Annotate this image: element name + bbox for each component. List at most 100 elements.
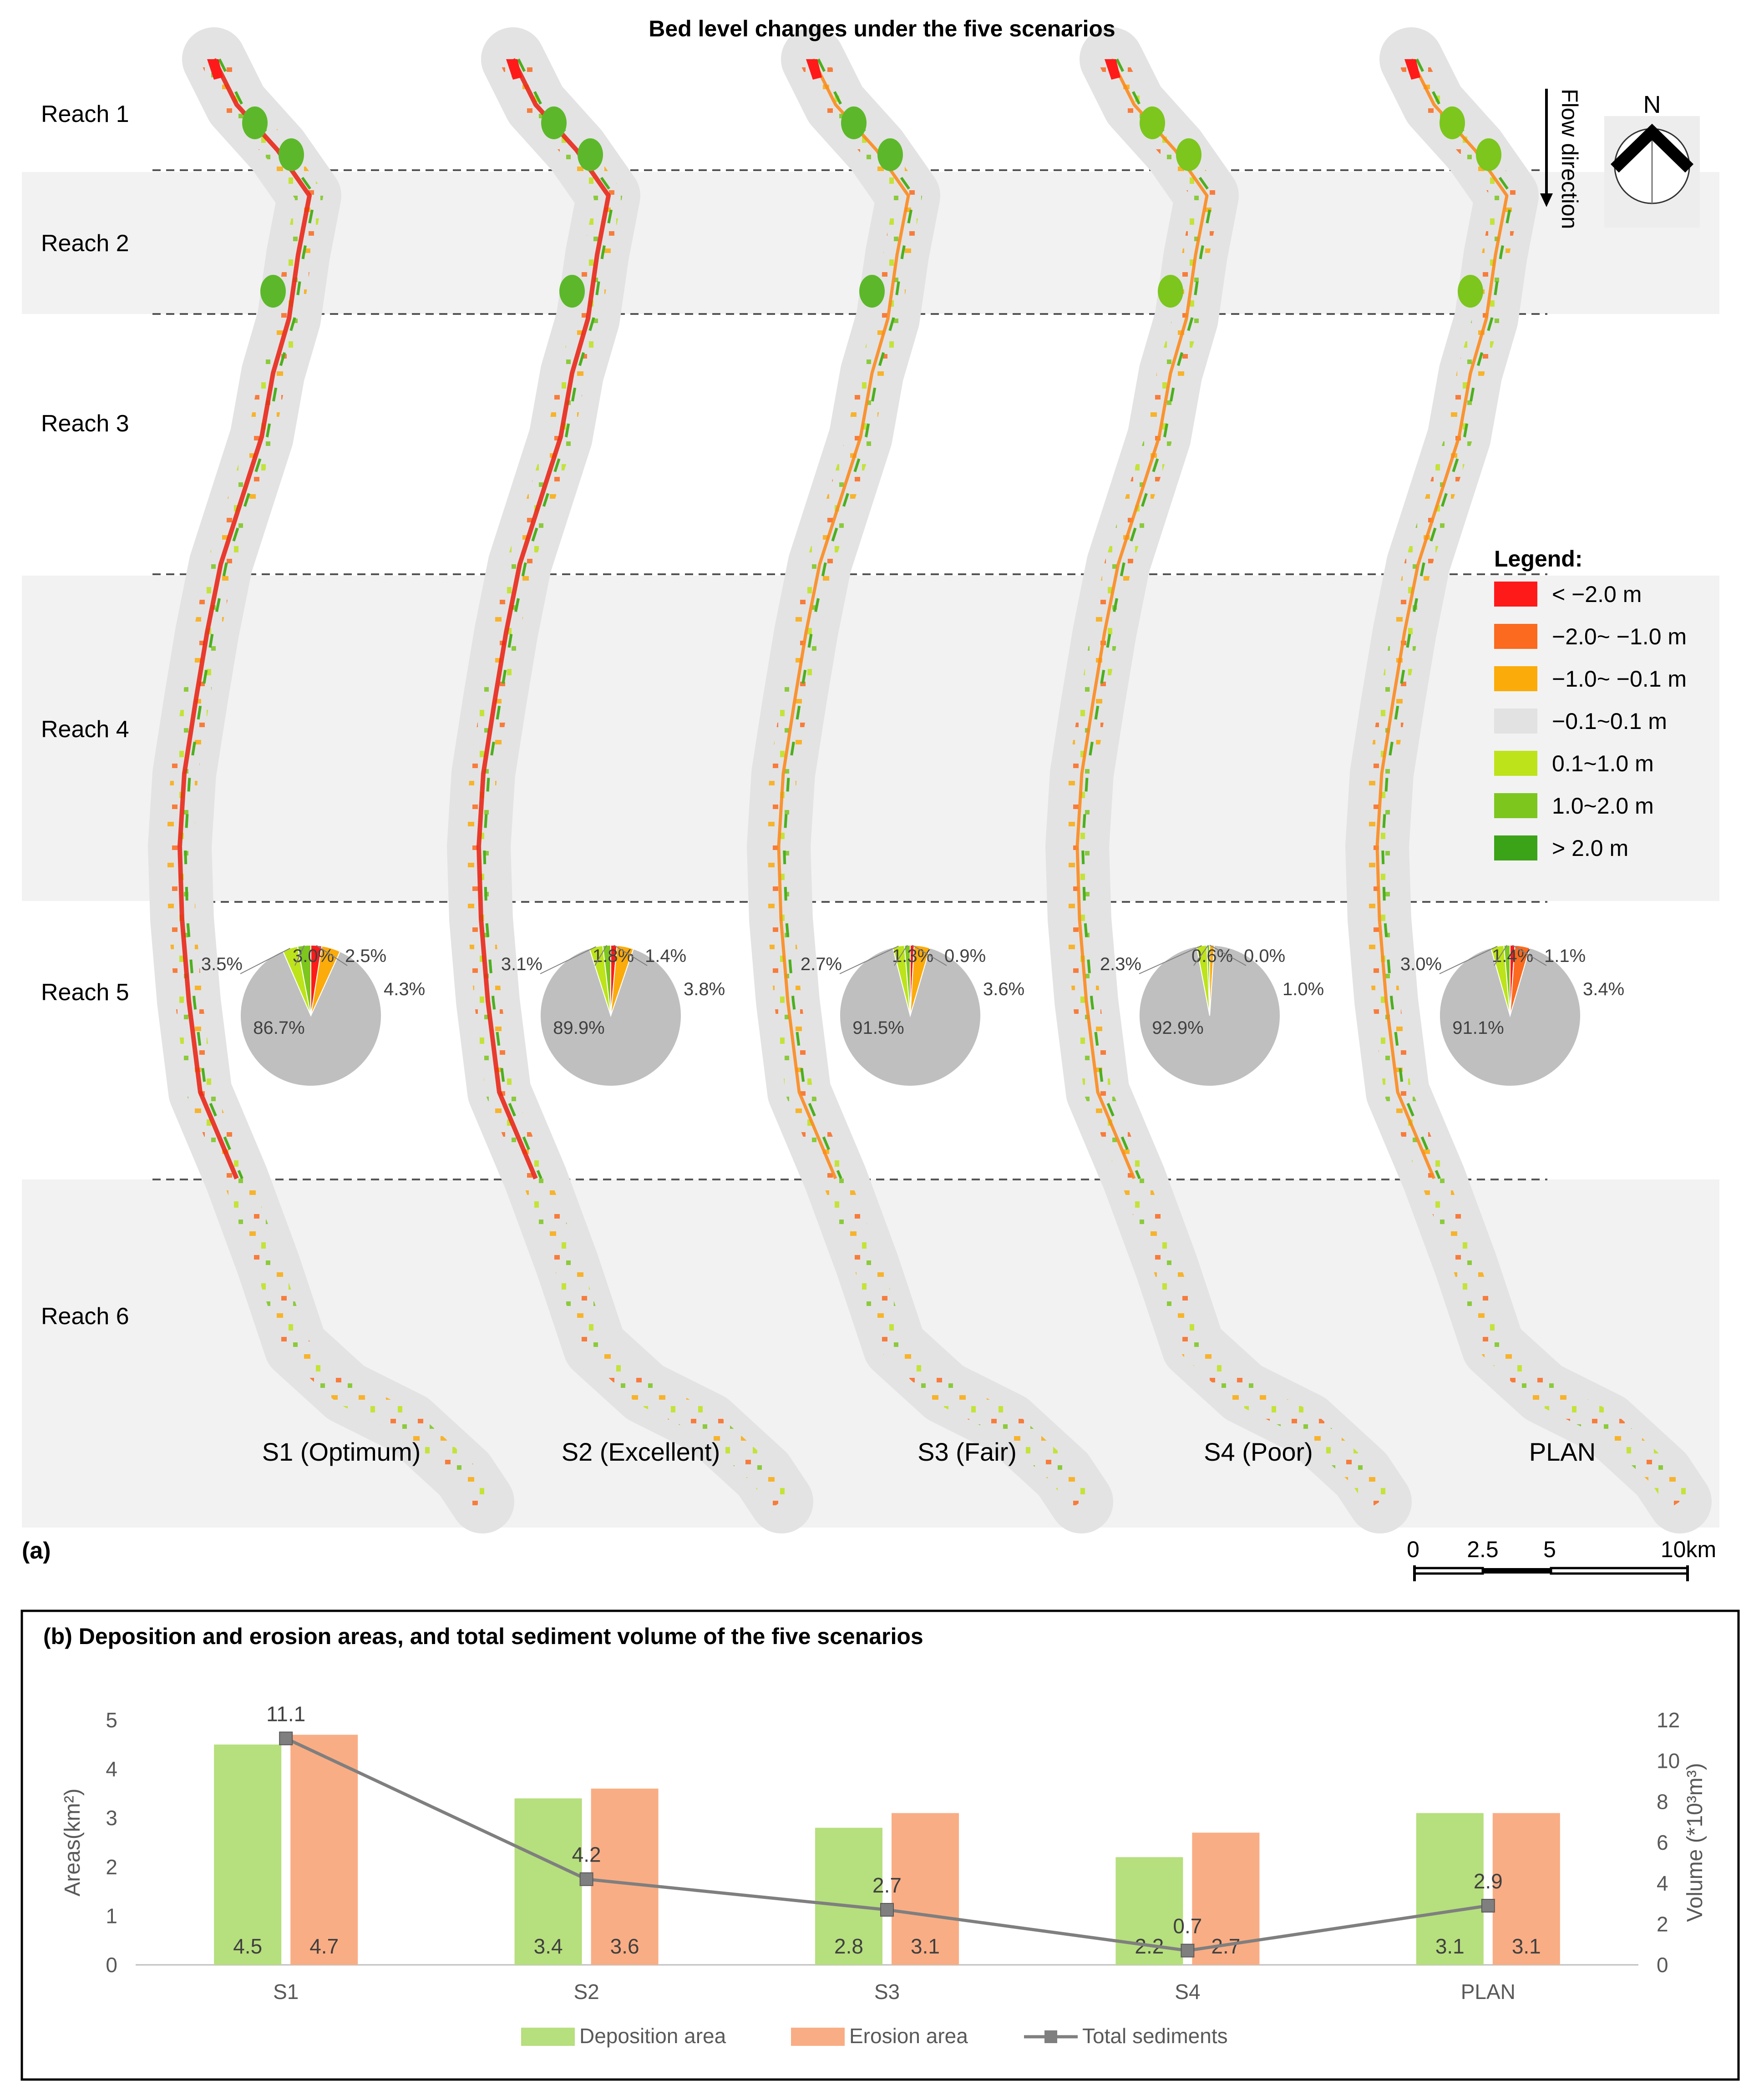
river-source [1404,59,1420,80]
panel-b-title: (b) Deposition and erosion areas, and to… [43,1624,923,1649]
legend-swatch [1494,582,1537,607]
pie-data-label: 86.7% [253,1018,304,1038]
river-map [1345,27,1712,1533]
scale-label: 10km [1661,1537,1716,1562]
pie-data-label: 3.6% [983,979,1024,999]
legend-swatch [1494,793,1537,818]
river-map [747,27,1113,1533]
river-deposit-blob [1458,275,1483,308]
erosion-bar [1492,1813,1560,1965]
sediment-data-label: 2.7 [872,1873,902,1897]
river-channel [777,58,910,1179]
legend-label: Erosion area [849,2024,968,2048]
scale-bar: 0 2.5 5 10km [1407,1537,1716,1581]
pie-data-label: 3.8% [684,979,725,999]
scenario-label: S4 (Poor) [1204,1437,1313,1466]
sediment-marker [579,1872,593,1886]
reach-label: Reach 6 [41,1303,129,1330]
bar-data-label: 3.1 [911,1934,940,1958]
legend-swatch [1494,751,1537,776]
pie-leader-line [1209,945,1247,966]
scale-label: 2.5 [1467,1537,1499,1562]
river-deposit-blob [859,275,885,308]
river-deposit-blob [1476,138,1501,171]
bar-data-label: 3.1 [1512,1934,1541,1958]
pie-leader-line [294,945,305,966]
sediment-data-label: 4.2 [572,1843,601,1867]
scenario-label: S3 (Fair) [917,1437,1017,1466]
pie-charts: 3.5% 3.0% 2.5% 4.3% 86.7% 3.1% 1.8% 1.4% 3.8% 89.… [201,944,1624,1087]
pie-leader-line [594,945,608,966]
pie-leader-line [839,946,899,974]
legend-label: Total sediments [1082,2024,1228,2048]
river-source [207,59,223,80]
legend-label: Deposition area [579,2024,726,2048]
scale-label: 0 [1407,1537,1419,1562]
pie-leader-line [912,945,947,966]
reach-label: Reach 1 [41,101,129,127]
pie-leader-line [540,946,597,974]
pie-slice [1139,945,1281,1087]
reach-label: Reach 2 [41,230,129,257]
flow-direction: Flow direction [1540,89,1582,229]
legend-swatch [1494,708,1537,734]
river-deposit-blob [242,106,268,139]
river-source [806,59,822,80]
river-deposition [782,58,916,1179]
pie-data-label: 2.5% [345,946,386,966]
pie-data-label: 3.1% [501,954,542,974]
river-deposit-blob [1440,106,1465,139]
legend-marker [1044,2030,1057,2043]
pie-data-label: 3.0% [1400,954,1442,974]
legend-swatch [1494,666,1537,691]
pie-data-label: 3.4% [1583,979,1624,999]
scenario-label: S1 (Optimum) [262,1437,421,1466]
y-tick-label: 5 [106,1708,117,1732]
north-arrow-icon: N [1604,91,1700,228]
river-deposit-blob [841,106,867,139]
pie-data-label: 4.3% [384,979,425,999]
legend-label: > 2.0 m [1552,835,1628,861]
sediment-data-label: 0.7 [1173,1914,1202,1938]
reach-label: Reach 3 [41,410,129,437]
river-map [1045,27,1412,1533]
sediment-marker [880,1903,894,1917]
bar-data-label: 4.5 [233,1934,262,1958]
river-channel [1075,58,1209,1179]
pie-slice [240,950,382,1087]
erosion-bar [892,1813,959,1965]
pie-leader-line [1512,945,1547,966]
reach-label: Reach 5 [41,979,129,1006]
y-tick-label: 2 [106,1855,117,1879]
pie-chart: 3.5% 3.0% 2.5%4.3%86.7% [201,944,425,1087]
y-axis-label: Areas(km²) [61,1788,85,1896]
pie-chart: 2.3% 0.6% 0.0% 1.0% 92.9% [1100,944,1324,1087]
bar-data-label: 3.4 [534,1934,563,1958]
sediment-marker [1181,1943,1195,1958]
y-right-tick-label: 2 [1657,1912,1668,1936]
legend-label: 1.0~2.0 m [1552,793,1654,819]
pie-data-label: 1.4% [645,946,686,966]
legend-title: Legend: [1494,546,1582,572]
pie-leader-line [1139,945,1202,974]
y-right-tick-label: 10 [1657,1749,1680,1773]
river-deposition [482,58,616,1179]
sediment-marker [1481,1898,1495,1913]
scenario-label: PLAN [1529,1437,1596,1466]
pie-leader-line [316,945,348,966]
pie-data-label: 91.5% [852,1018,904,1038]
river-source [1105,59,1120,80]
y-tick-label: 4 [106,1757,117,1781]
pie-chart: 3.0% 1.4% 1.1% 3.4% 91.1% [1400,944,1624,1087]
y-right-tick-label: 8 [1657,1790,1668,1813]
pie-data-label: 1.4% [1492,946,1533,966]
pie-data-label: 89.9% [553,1018,604,1038]
river-deposit-blob [578,138,603,171]
x-tick-label: S1 [273,1980,299,2004]
river-deposition [183,58,317,1179]
sediment-data-label: 11.1 [266,1702,305,1726]
pie-slice [839,946,981,1087]
x-tick-label: PLAN [1461,1980,1516,2004]
